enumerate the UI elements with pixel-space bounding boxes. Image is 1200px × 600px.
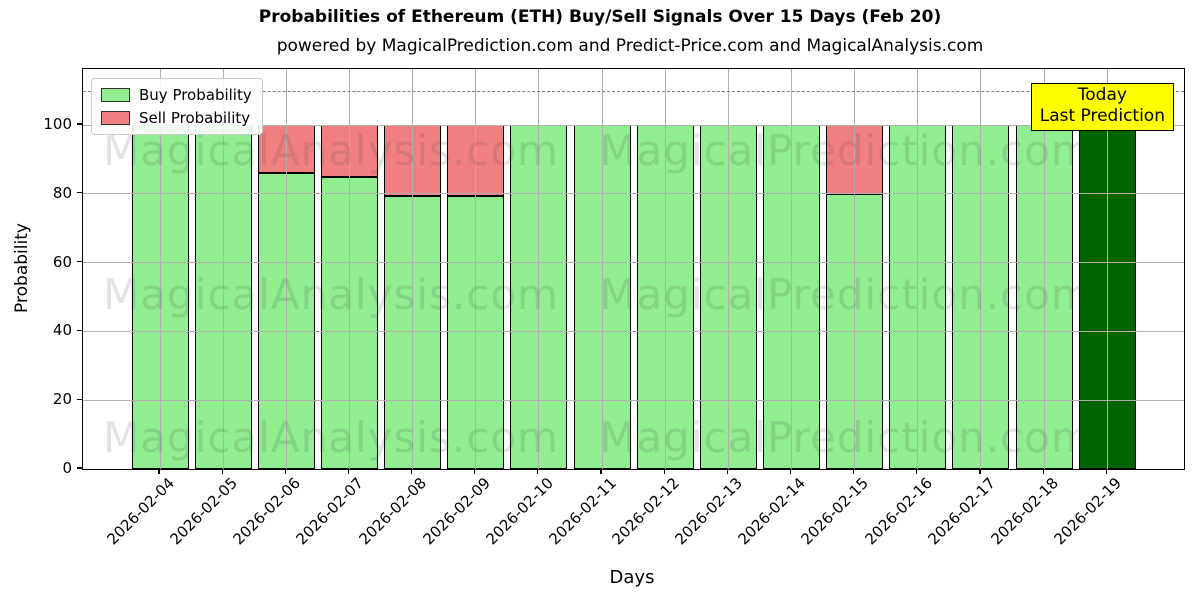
y-tick-mark [77,398,82,400]
vertical-gridline [538,69,540,469]
x-tick-mark [726,469,728,474]
y-tick-mark [77,123,82,125]
vertical-gridline [854,69,856,469]
horizontal-gridline [83,124,1184,126]
x-tick-mark [1105,469,1107,474]
x-tick-label: 2026-02-19 [1050,474,1125,549]
horizontal-gridline [83,193,1184,195]
vertical-gridline [1043,69,1045,469]
vertical-gridline [285,69,287,469]
legend-item-sell: Sell Probability [101,109,252,127]
x-tick-mark [1042,469,1044,474]
x-tick-mark [347,469,350,474]
legend: Buy Probability Sell Probability [91,78,263,135]
x-tick-label: 2026-02-17 [924,474,999,549]
y-tick-label: 40 [52,321,72,340]
x-tick-mark [221,469,223,474]
chart-title: Probabilities of Ethereum (ETH) Buy/Sell… [258,7,942,27]
legend-label-buy: Buy Probability [139,86,252,104]
x-tick-mark [284,469,286,474]
vertical-gridline [222,69,224,469]
y-tick-label: 60 [52,252,72,271]
x-tick-mark [789,469,792,474]
x-tick-label: 2026-02-14 [734,474,810,549]
y-tick-label: 0 [62,459,72,477]
legend-item-buy: Buy Probability [101,86,252,104]
sell-swatch-icon [101,111,130,125]
x-tick-label: 2026-02-04 [103,474,178,549]
x-tick-mark [411,469,413,474]
threshold-dashed-line [83,90,1184,92]
x-tick-mark [158,469,160,474]
vertical-gridline [601,69,603,469]
vertical-gridline [917,69,919,469]
vertical-gridline [664,69,666,469]
horizontal-gridline [83,399,1184,401]
x-tick-mark [474,469,476,474]
x-tick-label: 2026-02-12 [608,474,683,549]
plot-area: MagicalAnalysis.comMagicalPrediction.com… [82,68,1185,470]
y-tick-label: 80 [52,183,72,202]
today-annotation-line1: Today [1077,85,1127,105]
x-tick-label: 2026-02-07 [292,474,368,549]
y-axis-label: Probability [12,223,32,313]
vertical-gridline [791,69,792,469]
vertical-gridline [348,69,350,469]
legend-label-sell: Sell Probability [139,109,251,127]
x-tick-label: 2026-02-06 [229,474,305,549]
today-annotation-line2: Last Prediction [1039,106,1165,126]
x-tick-mark [663,469,665,474]
x-tick-label: 2026-02-13 [671,474,747,549]
x-tick-label: 2026-02-08 [355,474,431,549]
x-tick-mark [600,469,602,474]
y-tick-mark [77,329,82,331]
y-tick-mark [77,192,82,194]
horizontal-gridline [83,330,1184,332]
y-tick-label: 100 [43,115,72,134]
vertical-gridline [727,69,729,469]
y-tick-mark [77,467,82,469]
chart-subtitle: powered by MagicalPrediction.com and Pre… [276,36,984,56]
vertical-gridline [412,69,414,469]
x-axis-label: Days [609,567,655,588]
x-tick-label: 2026-02-16 [861,474,936,549]
today-annotation: Today Last Prediction [1030,83,1174,131]
y-tick-label: 20 [52,390,72,409]
x-tick-label: 2026-02-10 [482,474,557,549]
x-tick-label: 2026-02-09 [419,474,494,549]
x-tick-mark [537,469,539,474]
y-tick-mark [77,261,82,263]
x-tick-label: 2026-02-05 [166,474,241,549]
x-tick-label: 2026-02-11 [545,474,620,549]
vertical-gridline [159,69,161,469]
vertical-gridline [980,69,982,469]
x-tick-mark [853,469,855,474]
buy-swatch-icon [101,88,130,102]
x-tick-label: 2026-02-18 [987,474,1062,549]
horizontal-gridline [83,262,1184,264]
x-tick-mark [916,469,918,474]
vertical-gridline [1106,69,1108,469]
vertical-gridline [475,69,477,469]
x-tick-mark [979,469,981,474]
x-tick-label: 2026-02-15 [798,474,873,549]
